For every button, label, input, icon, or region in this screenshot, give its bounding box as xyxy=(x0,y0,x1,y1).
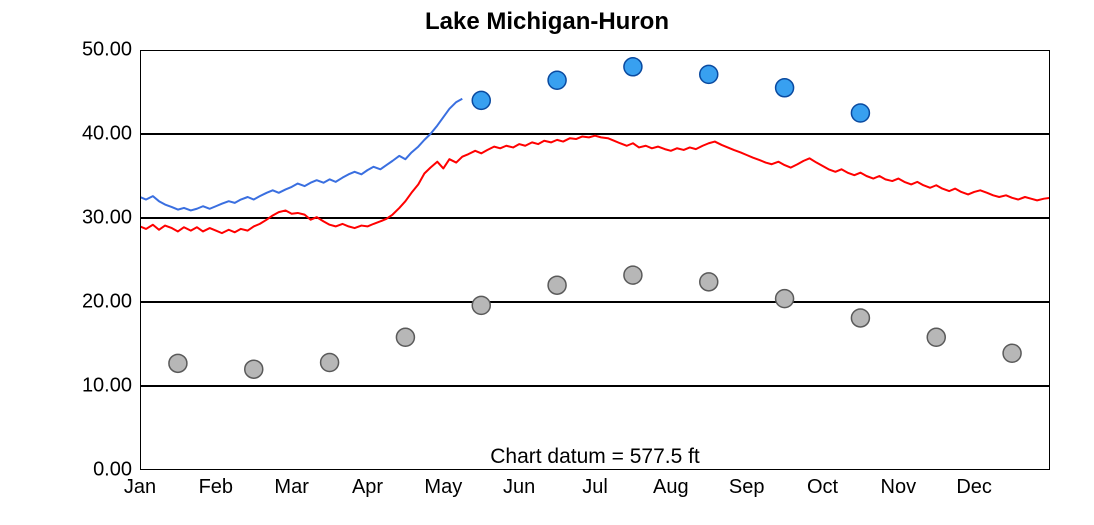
y-tick-label: 50.00 xyxy=(82,39,132,62)
chart-title: Lake Michigan-Huron xyxy=(0,8,1094,36)
x-tick-label: May xyxy=(424,476,462,499)
blue-marker xyxy=(624,58,642,76)
x-tick-label: Mar xyxy=(274,476,308,499)
gray-marker xyxy=(169,354,187,372)
gray-marker xyxy=(472,296,490,314)
blue-marker xyxy=(851,104,869,122)
y-tick-label: 20.00 xyxy=(82,291,132,314)
y-tick-label: 40.00 xyxy=(82,123,132,146)
x-tick-label: Oct xyxy=(807,476,838,499)
gray-marker xyxy=(851,309,869,327)
gray-marker xyxy=(624,266,642,284)
gray-marker xyxy=(1003,344,1021,362)
x-tick-label: Aug xyxy=(653,476,689,499)
datum-note: Chart datum = 577.5 ft xyxy=(490,445,700,469)
gray-marker xyxy=(927,328,945,346)
plot-area: 0.0010.0020.0030.0040.0050.00JanFebMarAp… xyxy=(140,50,1050,470)
x-tick-label: Feb xyxy=(199,476,233,499)
x-tick-label: Jul xyxy=(582,476,608,499)
gray-marker xyxy=(776,290,794,308)
x-tick-label: Apr xyxy=(352,476,383,499)
x-tick-label: Dec xyxy=(956,476,992,499)
gray-marker xyxy=(396,328,414,346)
x-tick-label: Jun xyxy=(503,476,535,499)
x-tick-label: Jan xyxy=(124,476,156,499)
plot-frame xyxy=(140,50,1050,470)
y-tick-label: 30.00 xyxy=(82,207,132,230)
gray-marker xyxy=(700,273,718,291)
y-tick-label: 10.00 xyxy=(82,375,132,398)
x-tick-label: Sep xyxy=(729,476,765,499)
gray-marker xyxy=(548,276,566,294)
blue-marker xyxy=(472,91,490,109)
blue-marker xyxy=(700,65,718,83)
gray-marker xyxy=(245,360,263,378)
gray-marker xyxy=(321,353,339,371)
chart-svg xyxy=(140,50,1050,470)
blue-marker xyxy=(548,71,566,89)
x-tick-label: Nov xyxy=(881,476,917,499)
blue-marker xyxy=(776,79,794,97)
